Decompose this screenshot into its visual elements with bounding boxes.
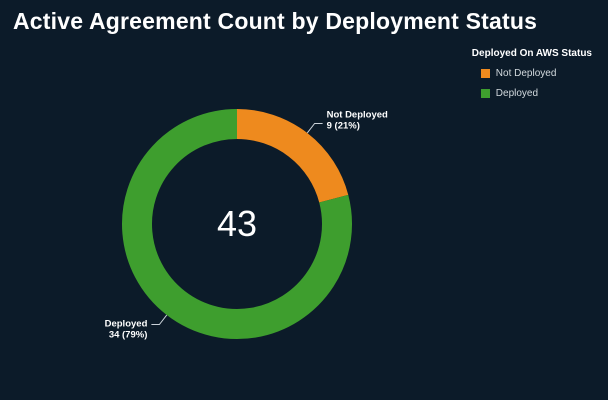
chart-title: Active Agreement Count by Deployment Sta… [13, 8, 538, 34]
legend-swatch-icon [480, 69, 490, 78]
legend-item-not-deployed[interactable]: Not Deployed [480, 68, 592, 79]
donut-slice-not-deployed[interactable] [236, 109, 349, 203]
legend-item-label: Deployed [495, 88, 539, 99]
slice-leader-line [306, 122, 323, 134]
donut-slice-deployed[interactable] [122, 109, 352, 339]
legend-title: Deployed On AWS Status [471, 48, 592, 59]
slice-label-not-deployed: Not Deployed 9 (21%) [327, 109, 388, 131]
slice-leader-line [151, 314, 168, 326]
legend: Deployed On AWS Status Not Deployed Depl… [472, 48, 592, 99]
legend-item-deployed[interactable]: Deployed [480, 88, 592, 99]
donut-center-total: 43 [216, 203, 258, 244]
legend-item-label: Not Deployed [495, 68, 557, 79]
slice-label-deployed: Deployed 34 (79%) [105, 319, 148, 341]
legend-swatch-icon [480, 89, 490, 98]
